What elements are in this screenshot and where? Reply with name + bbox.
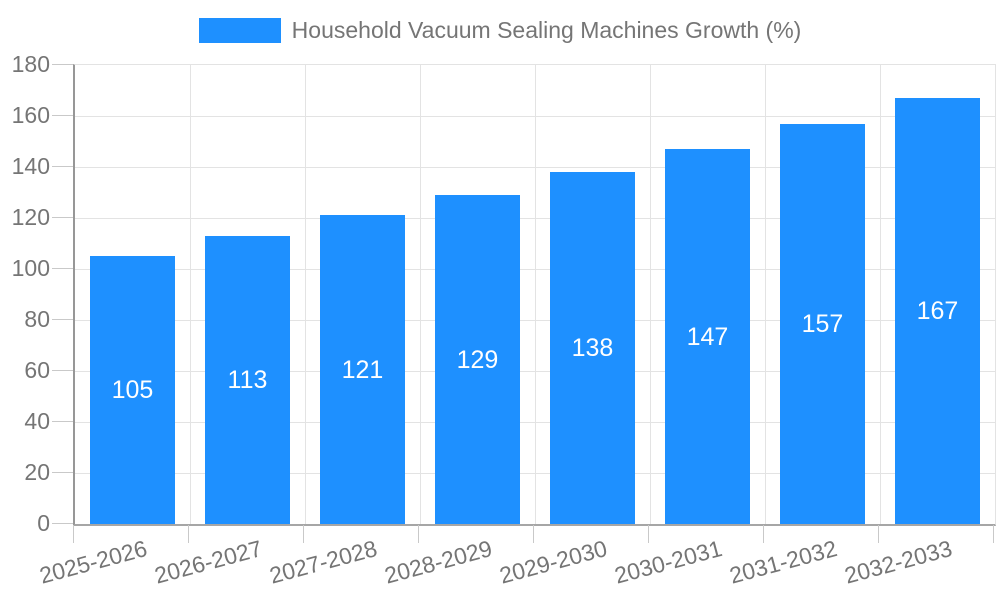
gridline-vertical: [649, 65, 651, 524]
y-tick-label: 0: [37, 510, 50, 536]
y-tick: [52, 472, 73, 473]
y-tick-label: 160: [11, 102, 50, 128]
legend-swatch[interactable]: [198, 18, 281, 43]
x-tick: [533, 525, 534, 543]
x-tick: [993, 525, 994, 543]
x-tick: [648, 525, 649, 543]
legend[interactable]: Household Vacuum Sealing Machines Growth…: [0, 17, 1000, 44]
y-tick-label: 180: [11, 51, 50, 77]
x-tick: [188, 525, 189, 543]
gridline-vertical: [419, 65, 421, 524]
x-tick: [303, 525, 304, 543]
y-tick: [52, 421, 73, 422]
gridline-vertical: [534, 65, 536, 524]
y-tick: [52, 217, 73, 218]
legend-label[interactable]: Household Vacuum Sealing Machines Growth…: [291, 17, 802, 43]
y-tick-label: 80: [24, 306, 50, 332]
plot-area: 105 113 121 129 138 147 157 167: [73, 64, 996, 526]
y-tick: [52, 319, 73, 320]
y-tick-label: 20: [24, 459, 50, 485]
y-tick-label: 140: [11, 153, 50, 179]
bar: [549, 172, 636, 524]
x-tick: [73, 525, 74, 543]
y-tick: [52, 523, 73, 524]
y-tick: [52, 370, 73, 371]
gridline-vertical: [304, 65, 306, 524]
y-tick-label: 40: [24, 408, 50, 434]
bar: [319, 215, 406, 524]
y-tick-label: 100: [11, 255, 50, 281]
bar: [894, 98, 981, 524]
bar: [89, 256, 176, 524]
y-tick: [52, 268, 73, 269]
bar: [664, 149, 751, 524]
bar: [434, 195, 521, 524]
bar: [779, 123, 866, 524]
y-tick: [52, 166, 73, 167]
gridline-vertical: [879, 65, 881, 524]
gridline-vertical: [764, 65, 766, 524]
gridline-vertical: [189, 65, 191, 524]
x-tick: [878, 525, 879, 543]
x-tick: [418, 525, 419, 543]
bar: [204, 235, 291, 524]
y-tick-label: 120: [11, 204, 50, 230]
y-tick-label: 60: [24, 357, 50, 383]
y-tick: [52, 115, 73, 116]
y-tick: [52, 64, 73, 65]
x-tick: [763, 525, 764, 543]
